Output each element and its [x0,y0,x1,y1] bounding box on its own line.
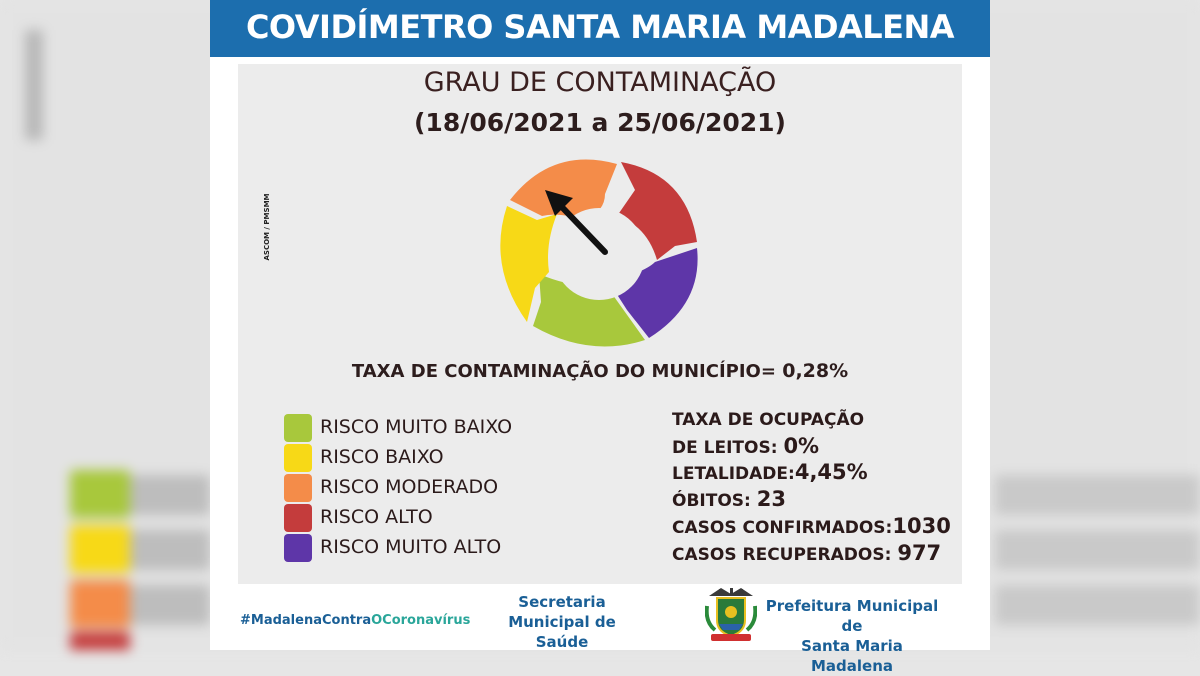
ocupacao-line: DE LEITOS: 0% [672,434,819,458]
prefeitura-line2: Santa Maria Madalena [801,637,903,675]
contamination-value: 0,28% [782,360,849,382]
confirmados-line: CASOS CONFIRMADOS:1030 [672,514,951,538]
secretaria-line2: Municipal de Saúde [508,613,616,651]
confirmados-value: 1030 [892,514,951,538]
gauge-pointer [545,190,608,255]
ocupacao-value: 0% [783,434,820,458]
legend-label: RISCO BAIXO [320,446,444,468]
recuperados-value: 977 [897,541,942,565]
legend-label: RISCO MUITO BAIXO [320,416,513,438]
confirmados-label: CASOS CONFIRMADOS: [672,518,893,538]
prefeitura-line1: Prefeitura Municipal de [765,597,939,635]
page-title: COVIDÍMETRO SANTA MARIA MADALENA [245,8,955,46]
obitos-line: ÓBITOS: 23 [672,487,786,511]
prefeitura-name: Prefeitura Municipal de Santa Maria Mada… [762,596,942,676]
covidometro-card: COVIDÍMETRO SANTA MARIA MADALENA GRAU DE… [210,0,990,675]
letalidade-value: 4,45% [794,460,868,484]
secretaria-logo-text: Secretaria Municipal de Saúde [492,592,632,652]
legend-item-muito-alto: RISCO MUITO ALTO [284,534,554,562]
contamination-label: TAXA DE CONTAMINAÇÃO DO MUNICÍPIO= [351,361,776,382]
legend-swatch [284,474,312,502]
municipal-crest-icon [705,588,757,641]
gauge-segment-moderado [510,159,617,220]
panel-title: GRAU DE CONTAMINAÇÃO [423,67,777,98]
footer: #MadalenaContraOCoronavírus Secretaria M… [210,585,990,675]
legend-label: RISCO ALTO [320,506,433,528]
gauge-segment-alto [617,162,697,260]
credit-vertical: ASCOM / PMSMM [257,148,271,308]
ocupacao-label: DE LEITOS: [672,438,778,458]
date-range: (18/06/2021 a 25/06/2021) [414,108,786,137]
gauge-segments [500,159,698,347]
gauge-center [553,208,645,300]
legend-swatch [284,504,312,532]
letalidade-line: LETALIDADE:4,45% [672,460,868,484]
legend-swatch [284,414,312,442]
secretaria-line1: Secretaria [518,593,606,611]
legend-item-muito-baixo: RISCO MUITO BAIXO [284,414,554,442]
legend-label: RISCO MODERADO [320,476,499,498]
obitos-value: 23 [756,487,786,511]
risk-gauge [500,159,698,347]
gauge-segment-muito-alto [609,248,698,338]
recuperados-label: CASOS RECUPERADOS: [672,545,892,565]
hashtag-part1: #MadalenaContra [240,613,372,628]
obitos-label: ÓBITOS: [672,491,751,511]
legend-item-alto: RISCO ALTO [284,504,554,532]
hashtag-part2: OCoronavírus [371,613,471,628]
letalidade-label: LETALIDADE: [672,464,795,484]
header-bar: COVIDÍMETRO SANTA MARIA MADALENA [210,0,990,57]
gauge-segment-muito-baixo [533,274,645,347]
legend-swatch [284,444,312,472]
legend-item-baixo: RISCO BAIXO [284,444,554,472]
legend-label: RISCO MUITO ALTO [320,536,502,558]
hashtag: #MadalenaContraOCoronavírus [240,613,470,628]
legend-item-moderado: RISCO MODERADO [284,474,554,502]
info-panel: GRAU DE CONTAMINAÇÃO (18/06/2021 a 25/06… [238,64,962,584]
legend-swatch [284,534,312,562]
contamination-rate: TAXA DE CONTAMINAÇÃO DO MUNICÍPIO= 0,28% [238,360,962,382]
recuperados-line: CASOS RECUPERADOS: 977 [672,541,941,565]
gauge-segment-baixo [500,206,557,322]
ocupacao-label-line1: TAXA DE OCUPAÇÃO [672,410,865,430]
credit-text: ASCOM / PMSMM [263,193,271,261]
